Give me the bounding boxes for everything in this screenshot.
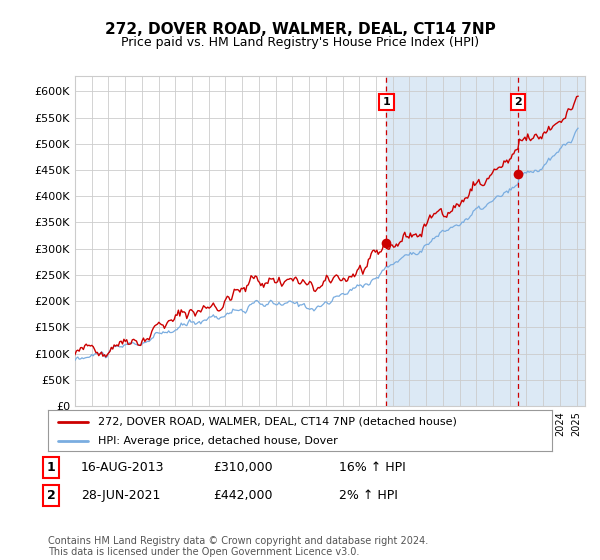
Text: 2: 2	[47, 489, 55, 502]
Text: Price paid vs. HM Land Registry's House Price Index (HPI): Price paid vs. HM Land Registry's House …	[121, 36, 479, 49]
Text: 2: 2	[514, 97, 522, 107]
Text: 272, DOVER ROAD, WALMER, DEAL, CT14 7NP: 272, DOVER ROAD, WALMER, DEAL, CT14 7NP	[104, 22, 496, 38]
Text: HPI: Average price, detached house, Dover: HPI: Average price, detached house, Dove…	[98, 436, 338, 446]
Text: 28-JUN-2021: 28-JUN-2021	[81, 489, 160, 502]
Text: Contains HM Land Registry data © Crown copyright and database right 2024.
This d: Contains HM Land Registry data © Crown c…	[48, 535, 428, 557]
Text: 16% ↑ HPI: 16% ↑ HPI	[339, 461, 406, 474]
Text: 1: 1	[47, 461, 55, 474]
Text: £310,000: £310,000	[213, 461, 272, 474]
Text: £442,000: £442,000	[213, 489, 272, 502]
Text: 1: 1	[382, 97, 390, 107]
Bar	[386, 76, 585, 406]
Text: 2% ↑ HPI: 2% ↑ HPI	[339, 489, 398, 502]
Text: 272, DOVER ROAD, WALMER, DEAL, CT14 7NP (detached house): 272, DOVER ROAD, WALMER, DEAL, CT14 7NP …	[98, 417, 457, 427]
Text: 16-AUG-2013: 16-AUG-2013	[81, 461, 164, 474]
